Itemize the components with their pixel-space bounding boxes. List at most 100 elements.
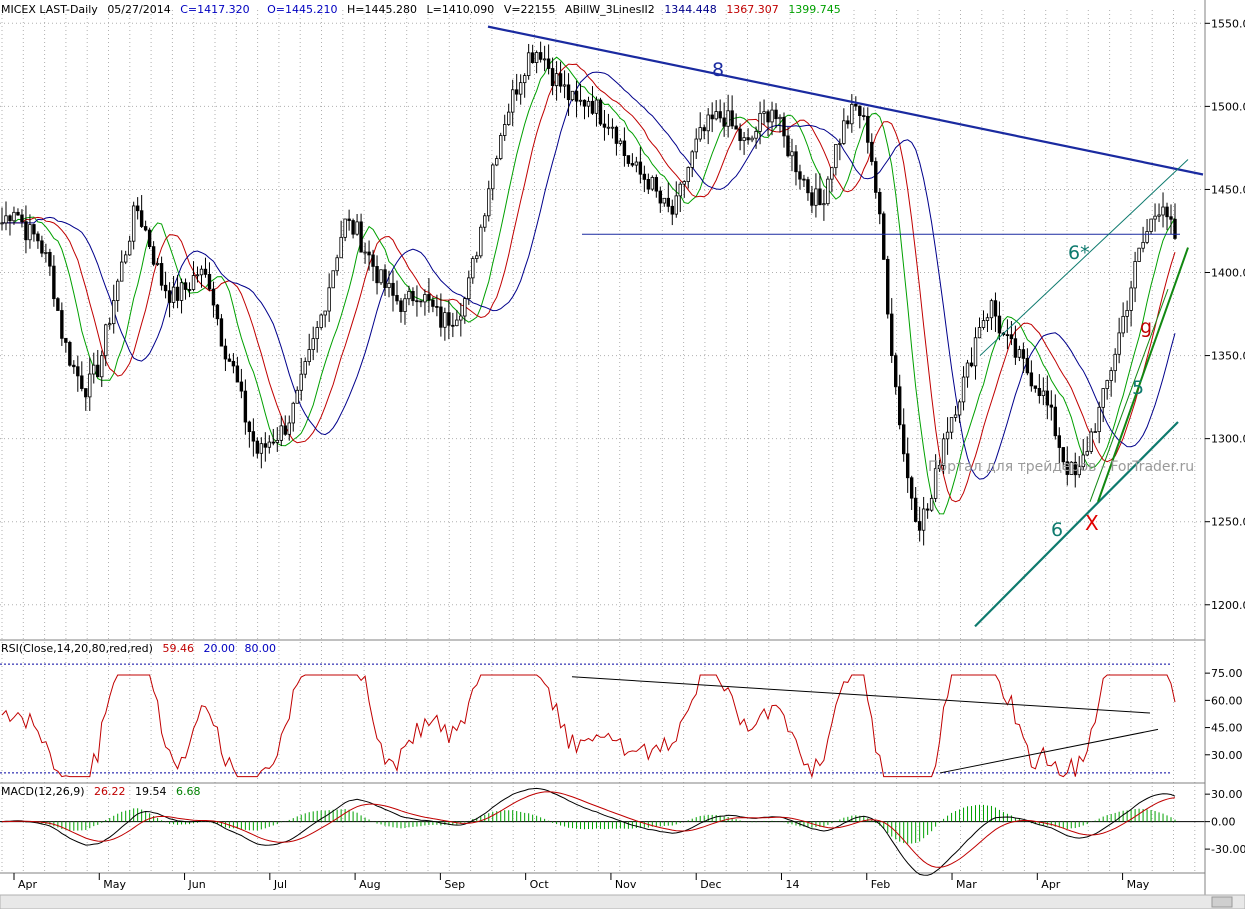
y-tick-label: 1350.00: [1211, 350, 1245, 363]
candlesticks: [0, 41, 1177, 546]
candle-body: [646, 178, 651, 190]
candle-body: [12, 211, 16, 222]
x-tick-label: Oct: [530, 878, 550, 891]
candle-body: [187, 289, 192, 291]
candle-body: [1017, 349, 1022, 358]
candle-body: [862, 115, 866, 117]
candle-body: [1041, 390, 1046, 397]
candle-body: [526, 52, 531, 77]
candle-body: [271, 441, 276, 444]
y-tick-label: 1200.00: [1211, 599, 1245, 612]
candle-body: [666, 197, 670, 207]
green-ma-line: [2, 56, 1176, 515]
candle-body: [850, 103, 854, 125]
candle-body: [1009, 334, 1014, 340]
candle-body: [1121, 315, 1125, 334]
candle-body: [387, 282, 391, 288]
candle-body: [1165, 206, 1169, 218]
candle-body: [718, 111, 722, 119]
candle-body: [969, 362, 974, 367]
candle-body: [347, 218, 351, 221]
candle-body: [155, 263, 160, 265]
rsi-line: [1, 674, 1176, 779]
candle-body: [610, 126, 615, 129]
candle-body: [1077, 466, 1081, 476]
candle-body: [191, 275, 196, 290]
candle-body: [499, 135, 503, 159]
candle-body: [1133, 261, 1137, 289]
candle-body: [650, 177, 655, 190]
candle-body: [622, 140, 627, 156]
candle-body: [726, 110, 730, 127]
macd-value: 26.22: [94, 785, 126, 798]
macd-hist-value: 6.68: [176, 785, 201, 798]
candle-body: [638, 161, 643, 175]
candle-body: [530, 52, 535, 63]
candle-body: [16, 211, 20, 216]
candle-body: [1069, 461, 1073, 475]
candle-body: [143, 226, 148, 231]
candle-body: [1169, 216, 1173, 220]
x-tick-label: Sep: [444, 878, 465, 891]
candle-body: [762, 111, 766, 114]
candle-body: [925, 508, 930, 511]
candle-body: [203, 268, 208, 275]
rsi-upper: 80.00: [244, 642, 276, 655]
scrollbar-thumb[interactable]: [1211, 896, 1233, 908]
candle-body: [866, 115, 870, 143]
candle-body: [96, 364, 100, 378]
y-tick-label: 60.00: [1211, 694, 1243, 707]
candle-body: [355, 221, 359, 235]
candle-body: [933, 468, 938, 499]
candle-body: [375, 266, 379, 284]
header-symbol: MICEX LAST-Daily: [1, 3, 98, 16]
candle-body: [838, 143, 842, 145]
candle-body: [1005, 334, 1010, 337]
candle-body: [953, 414, 958, 418]
candle-body: [566, 84, 571, 101]
candle-body: [874, 161, 878, 193]
candle-body: [395, 294, 399, 302]
candle-body: [243, 390, 248, 423]
candle-body: [1045, 390, 1050, 406]
candle-body: [207, 273, 212, 290]
candle-body: [379, 269, 383, 284]
candle-body: [1109, 370, 1113, 381]
y-tick-label: 1250.00: [1211, 516, 1245, 529]
candle-body: [319, 314, 323, 328]
candle-body: [1097, 406, 1101, 433]
candle-body: [1065, 461, 1069, 475]
candle-body: [68, 342, 72, 366]
horizontal-scrollbar[interactable]: [0, 894, 1245, 909]
candle-body: [558, 73, 563, 87]
candle-body: [171, 286, 176, 303]
candle-body: [48, 252, 52, 267]
macd-signal-line: [2, 791, 1176, 868]
header-low: L=1410.090: [426, 3, 494, 16]
candle-body: [231, 360, 236, 367]
x-tick-label: Mar: [956, 878, 977, 891]
candle-body: [1141, 241, 1145, 249]
candle-body: [28, 224, 32, 241]
candle-body: [830, 167, 834, 180]
candle-body: [586, 100, 591, 107]
candle-body: [802, 178, 806, 181]
candle-body: [1137, 247, 1141, 262]
candle-body: [790, 151, 794, 157]
candle-body: [522, 75, 527, 84]
annotation-6: 6: [1051, 519, 1063, 541]
rsi-trendline-lower: [939, 728, 1159, 774]
candle-body: [275, 439, 279, 443]
candle-body: [359, 221, 363, 253]
candle-body: [44, 252, 48, 254]
candle-body: [331, 270, 335, 289]
candle-body: [662, 197, 667, 204]
header-ind-v1: 1344.448: [664, 3, 717, 16]
rsi-panel: [1, 674, 1176, 779]
candle-body: [259, 443, 264, 454]
candle-body: [163, 284, 168, 292]
candle-body: [878, 191, 882, 215]
candle-body: [658, 190, 663, 204]
candle-body: [1125, 310, 1129, 317]
